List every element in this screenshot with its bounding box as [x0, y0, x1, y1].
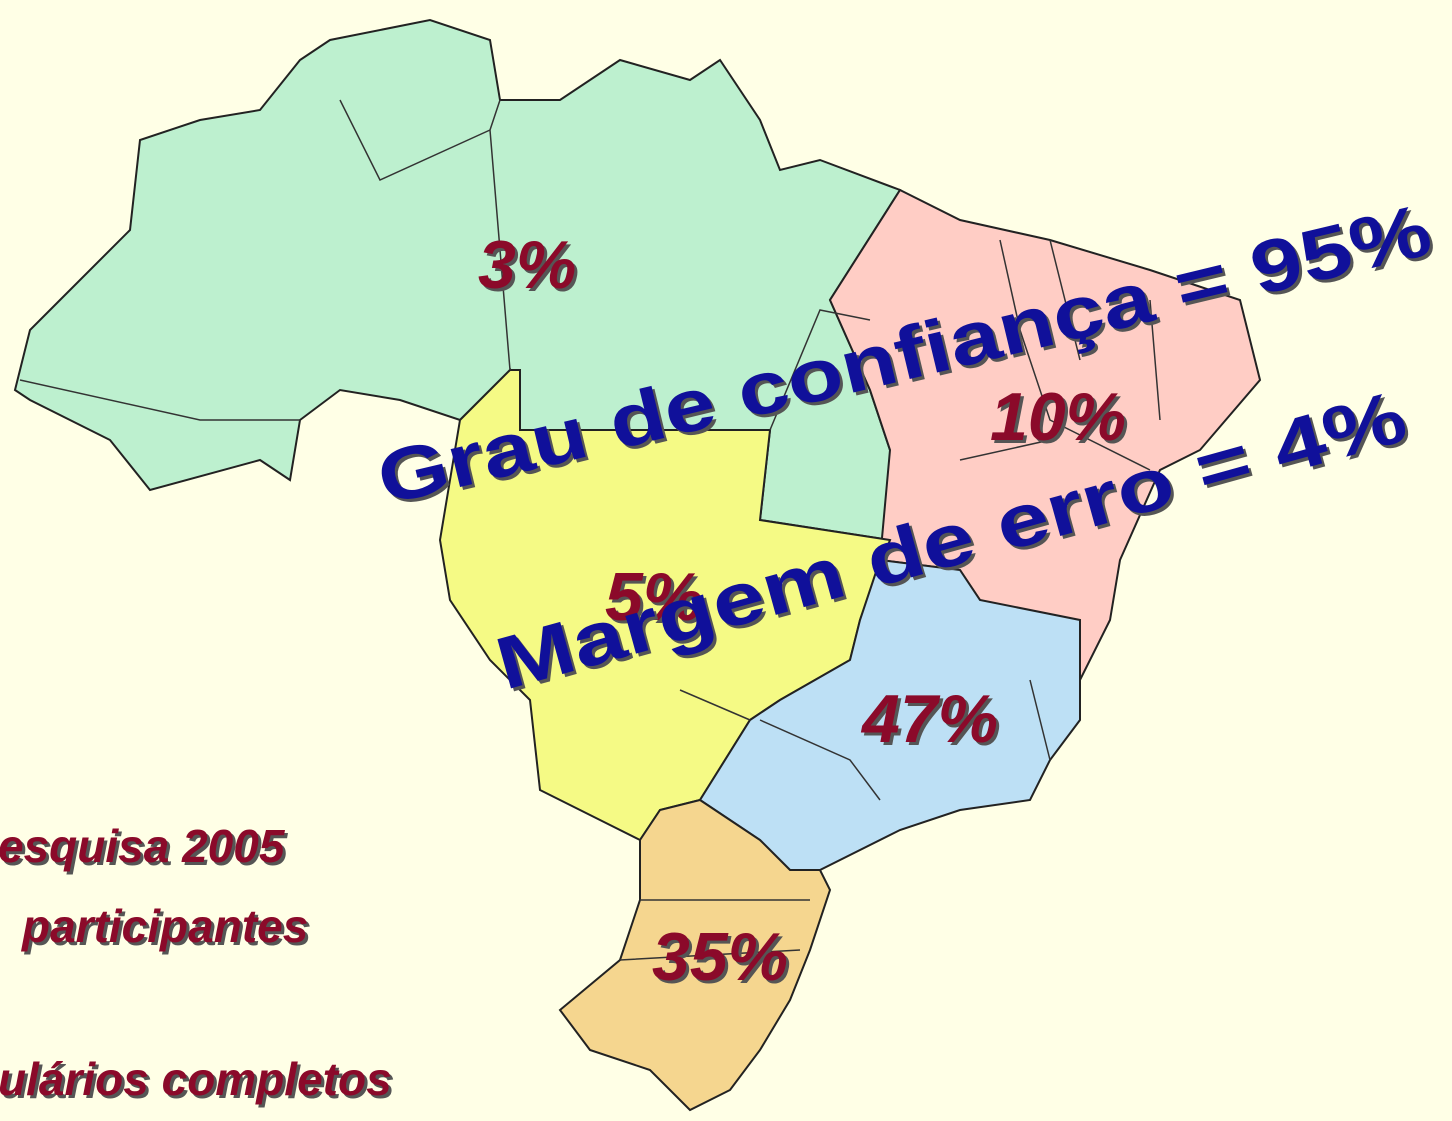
- region-label: 47%: [860, 681, 998, 757]
- region-northeast: [828, 188, 1262, 682]
- region-north: [13, 18, 902, 542]
- notes: esquisa 2005 participantes ulários compl…: [0, 820, 392, 1105]
- state-borders: [19, 99, 1161, 961]
- region-label: 3%: [478, 227, 576, 303]
- region-label: 5%: [605, 559, 703, 635]
- note: esquisa 2005: [0, 820, 286, 872]
- region-label: 35%: [652, 919, 788, 995]
- region-label: 10%: [990, 379, 1126, 455]
- note: participantes: [20, 900, 308, 952]
- region-south: [558, 798, 832, 1112]
- region-labels: 3% 10% 5% 47% 35%: [478, 227, 1126, 995]
- note: ulários completos: [0, 1053, 392, 1105]
